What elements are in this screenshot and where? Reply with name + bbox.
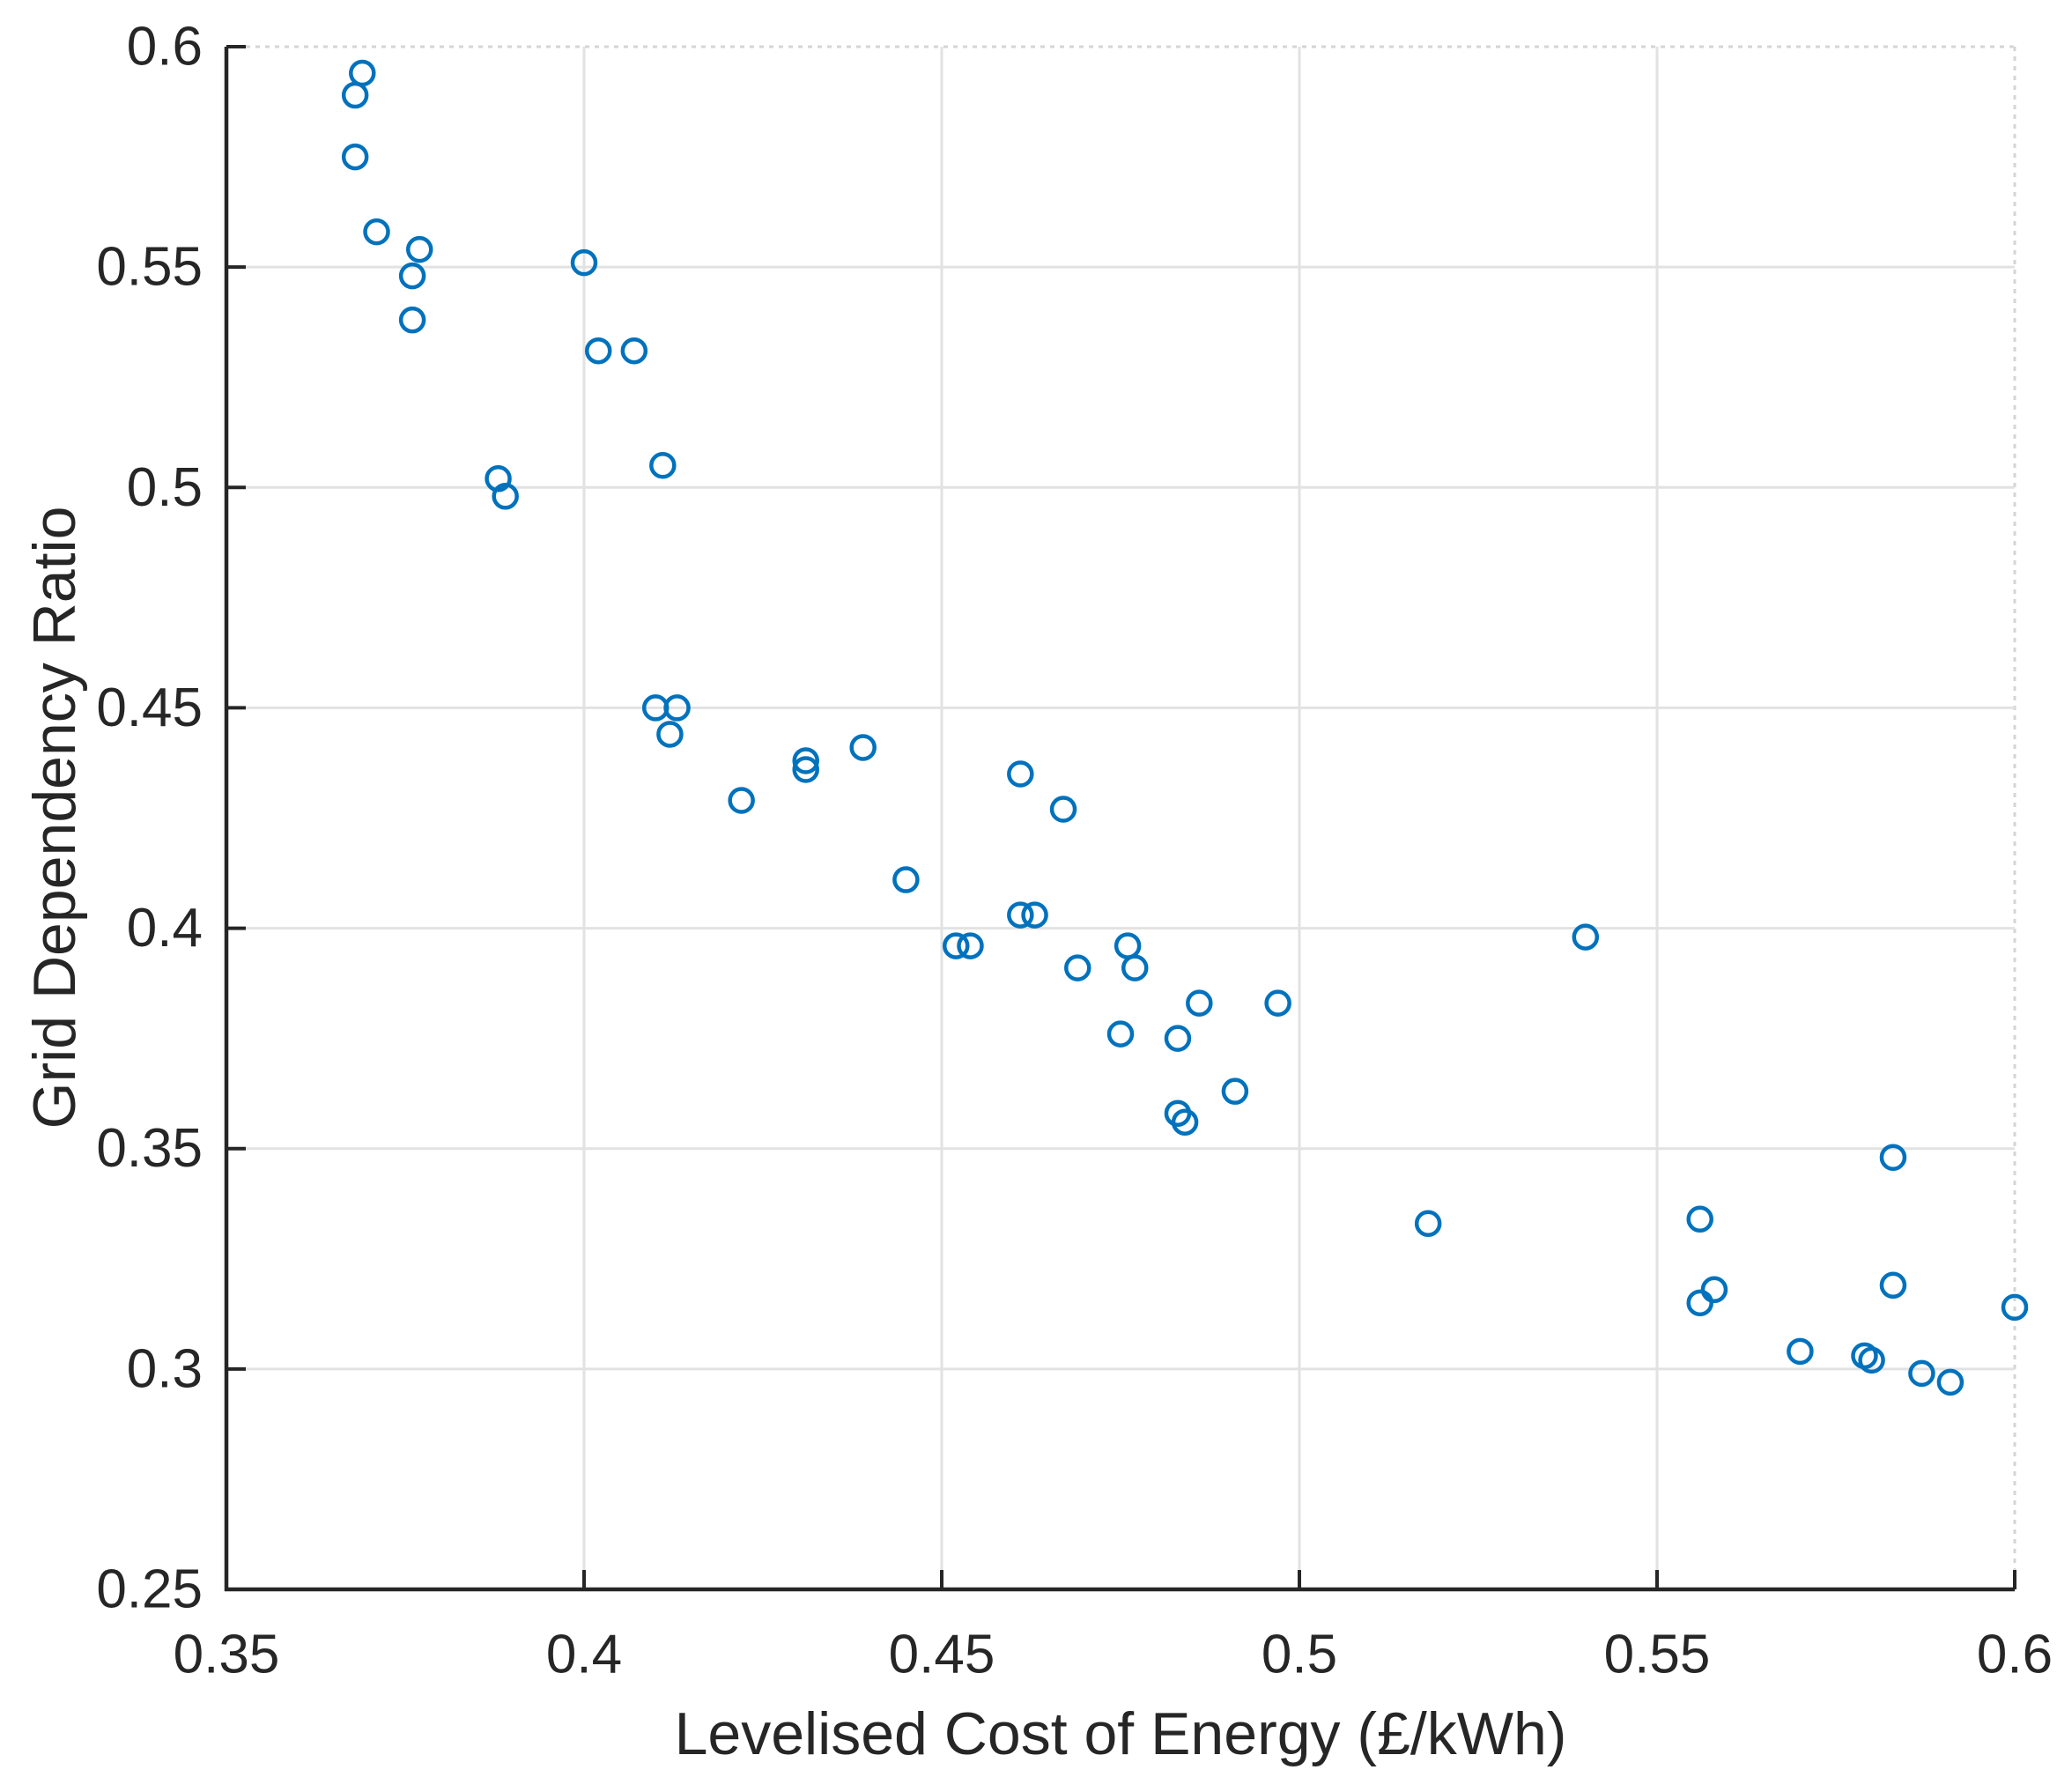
x-tick-label: 0.5 (1262, 1625, 1337, 1685)
data-point (1114, 932, 1142, 959)
x-tick-label: 0.6 (1977, 1625, 2053, 1685)
y-tick-label: 0.45 (96, 678, 203, 738)
data-point (1007, 760, 1034, 788)
data-point (349, 59, 376, 87)
tick-labels: 0.35 0.4 0.45 0.5 0.55 0.6 0.25 0.3 0.35 0.4 0.45 0… (96, 17, 2053, 1685)
data-points (341, 59, 2029, 1396)
data-point (792, 747, 819, 774)
data-point (957, 932, 984, 959)
data-point (1221, 1077, 1249, 1105)
data-point (398, 262, 426, 290)
data-point (492, 483, 519, 510)
data-point (1879, 1271, 1907, 1300)
data-point (363, 218, 390, 246)
data-point (1106, 1020, 1135, 1048)
x-tick-label: 0.35 (174, 1625, 280, 1685)
data-point (1121, 954, 1149, 981)
data-point (942, 932, 970, 959)
data-point (620, 337, 648, 365)
data-point (649, 452, 677, 479)
x-tick-label: 0.45 (889, 1625, 995, 1685)
data-point (1264, 989, 1291, 1017)
data-point (1186, 989, 1213, 1017)
data-point (1171, 1108, 1199, 1136)
x-tick-label: 0.55 (1604, 1625, 1711, 1685)
data-point (1064, 954, 1091, 981)
data-point (485, 465, 512, 492)
data-point (1879, 1144, 1907, 1171)
data-point (1414, 1210, 1442, 1238)
data-point (584, 337, 612, 365)
data-point (341, 143, 369, 171)
data-point (570, 248, 598, 277)
data-point (1686, 1205, 1713, 1233)
data-point (728, 787, 755, 814)
x-tick-label: 0.4 (546, 1625, 622, 1685)
y-tick-label: 0.4 (127, 898, 203, 959)
data-point (341, 81, 369, 109)
data-point (892, 866, 920, 893)
data-point (398, 306, 426, 334)
data-point (656, 721, 684, 748)
y-tick-label: 0.35 (96, 1118, 203, 1179)
y-tick-label: 0.55 (96, 237, 203, 298)
y-tick-label: 0.5 (127, 457, 203, 518)
y-axis-title: Grid Dependency Ratio (21, 507, 88, 1129)
data-point (1572, 923, 1600, 951)
data-point (1936, 1368, 1965, 1396)
data-point (1164, 1025, 1192, 1052)
grid-lines (226, 45, 2016, 1589)
data-point (1908, 1359, 1935, 1388)
data-point (849, 734, 877, 761)
y-tick-label: 0.6 (127, 17, 203, 78)
data-point (2001, 1293, 2029, 1322)
data-point (1049, 796, 1077, 823)
data-point (1787, 1337, 1814, 1366)
data-point (1021, 901, 1048, 929)
data-point (405, 235, 433, 263)
data-point (663, 694, 691, 722)
data-point (1700, 1276, 1728, 1304)
data-point (1858, 1346, 1885, 1374)
y-tick-label: 0.3 (127, 1338, 203, 1399)
data-point (1686, 1289, 1713, 1317)
x-axis-title: Levelised Cost of Energy (£/kWh) (675, 1700, 1567, 1767)
axes (224, 45, 2016, 1592)
data-point (792, 756, 819, 783)
data-point (1007, 901, 1034, 929)
y-tick-label: 0.25 (96, 1559, 203, 1620)
